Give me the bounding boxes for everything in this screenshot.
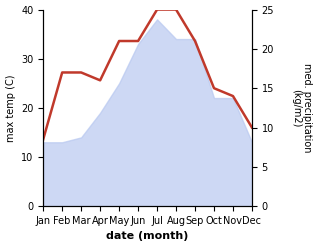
Y-axis label: max temp (C): max temp (C)	[5, 74, 16, 142]
X-axis label: date (month): date (month)	[107, 231, 189, 242]
Y-axis label: med. precipitation
(kg/m2): med. precipitation (kg/m2)	[291, 63, 313, 153]
